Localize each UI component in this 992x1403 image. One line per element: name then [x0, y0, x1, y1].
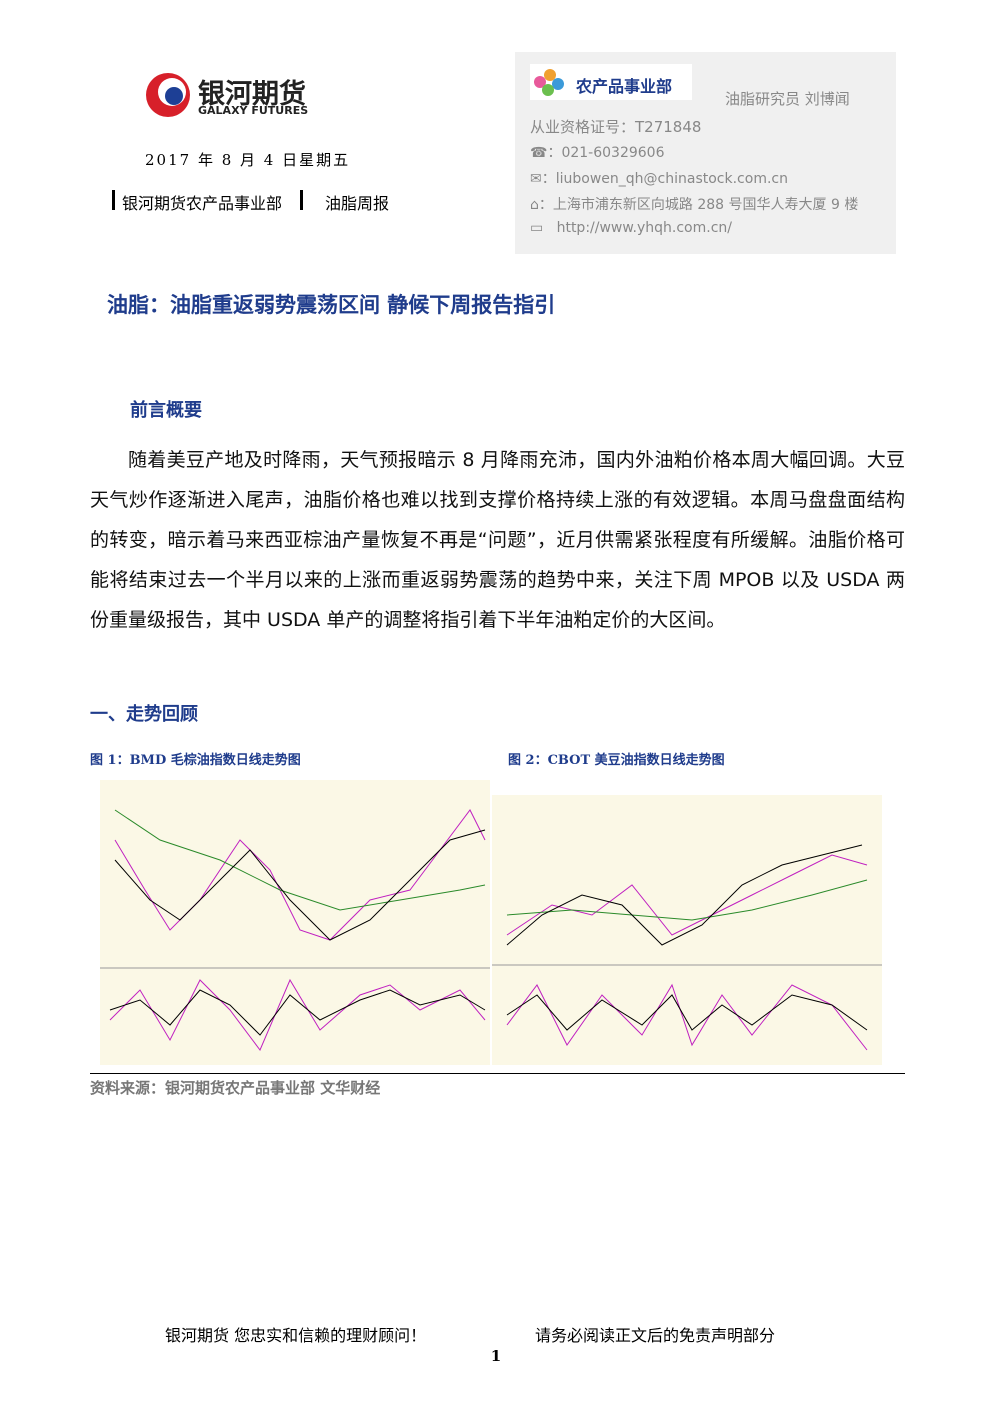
paragraph: 随着美豆产地及时降雨，天气预报暗示 8 月降雨充沛，国内外油粕价格本周大幅回调。…: [90, 449, 905, 631]
rule: [90, 1073, 905, 1074]
license: 从业资格证号：T271848: [530, 118, 702, 136]
marker: [112, 190, 115, 210]
marker: [300, 190, 303, 210]
email-text: ：liubowen_qh@chinastock.com.cn: [541, 171, 788, 187]
date: 2017 年 8 月 4 日星期五: [145, 151, 351, 169]
role: 油脂研究员 刘博闻: [725, 90, 850, 108]
dept: 银河期货农产品事业部: [122, 194, 283, 213]
logo-en: GALAXY FUTURES: [198, 104, 309, 117]
address-text: ：上海市浦东新区向城路 288 号国华人寿大厦 9 楼: [538, 197, 859, 213]
email: ✉：liubowen_qh@chinastock.com.cn: [530, 171, 788, 187]
logo-icon: [146, 73, 190, 117]
phone: ☎：021-60329606: [530, 145, 665, 161]
chart-image: [100, 780, 490, 1065]
dept-logo: 农产品事业部: [576, 77, 673, 96]
report-type: 油脂周报: [325, 194, 390, 213]
figure-caption: 图 1：BMD 毛棕油指数日线走势图: [90, 753, 301, 768]
web: ▭ http://www.yhqh.com.cn/: [530, 220, 732, 236]
address: ⌂：上海市浦东新区向城路 288 号国华人寿大厦 9 楼: [530, 197, 859, 213]
phone-text: ：021-60329606: [547, 145, 665, 161]
figure-caption: 图 2：CBOT 美豆油指数日线走势图: [508, 753, 725, 768]
page-number: 1: [490, 1347, 502, 1365]
source: 资料来源：银河期货农产品事业部 文华财经: [90, 1079, 381, 1097]
footer-right: 请务必阅读正文后的免责声明部分: [535, 1326, 776, 1345]
section-heading: 一、走势回顾: [90, 704, 198, 725]
title: 油脂：油脂重返弱势震荡区间 静候下周报告指引: [107, 293, 556, 317]
footer-left: 银河期货 您忠实和信赖的理财顾问！: [165, 1326, 427, 1345]
web-text: http://www.yhqh.com.cn/: [556, 220, 732, 236]
intro-heading: 前言概要: [130, 400, 202, 421]
dept-logo-icon: [534, 69, 564, 96]
chart-image: [492, 795, 882, 1065]
logo-cn: 银河期货: [198, 79, 306, 110]
